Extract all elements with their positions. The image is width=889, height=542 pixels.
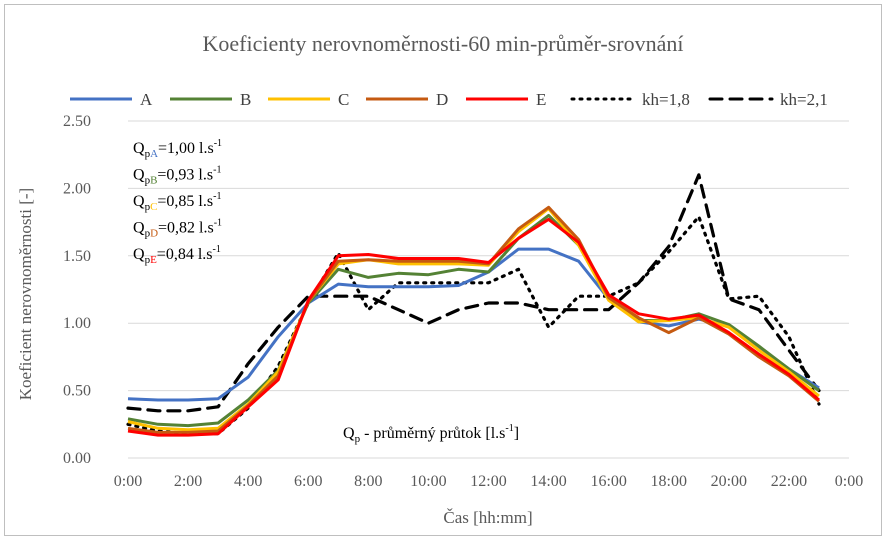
- x-tick-label: 6:00: [294, 473, 322, 490]
- legend-label: A: [140, 90, 153, 109]
- flow-annotations: QpA=1,00 l.s-1 QpB=0,93 l.s-1 QpC=0,85 l.s…: [133, 138, 222, 266]
- x-tick-label: 10:00: [410, 473, 446, 490]
- x-tick-label: 0:00: [114, 473, 142, 490]
- series-line-b: [127, 213, 820, 428]
- q-annotation: QpB=0,93 l.s-1: [133, 165, 221, 187]
- x-tick-label: 8:00: [354, 473, 382, 490]
- bottom-note-text: Qp - průměrný průtok [l.s-1]: [343, 423, 519, 445]
- x-axis-label: Čas [hh:mm]: [443, 508, 532, 527]
- legend-label: C: [338, 90, 349, 109]
- q-annotation: QpA=1,00 l.s-1: [133, 138, 222, 160]
- y-tick-label: 2.00: [63, 180, 91, 197]
- q-annotation: QpC=0,85 l.s-1: [133, 191, 221, 213]
- y-tick-label: 1.50: [63, 248, 91, 265]
- legend-label: kh=1,8: [642, 90, 690, 109]
- x-tick-label: 18:00: [651, 473, 687, 490]
- x-tick-label: 22:00: [771, 473, 807, 490]
- x-tick-label: 0:00: [835, 473, 863, 490]
- y-tick-label: 1.00: [63, 315, 91, 332]
- x-tick-label: 4:00: [234, 473, 262, 490]
- x-tick-label: 14:00: [530, 473, 566, 490]
- legend-label: D: [436, 90, 448, 109]
- x-tick-label: 16:00: [590, 473, 626, 490]
- q-annotation: QpD=0,82 l.s-1: [133, 218, 222, 240]
- y-tick-label: 0.00: [63, 450, 91, 467]
- y-tick-label: 2.50: [63, 113, 91, 130]
- x-tick-label: 20:00: [711, 473, 747, 490]
- y-axis-label: Koeficient nerovnoměrnosti [-]: [16, 188, 35, 400]
- chart-title: Koeficienty nerovnoměrnosti-60 min-průmě…: [203, 31, 684, 56]
- y-axis: 0.00 0.50 1.00 1.50 2.00 2.50: [63, 113, 91, 467]
- q-annotation: QpE=0,84 l.s-1: [133, 244, 221, 266]
- x-tick-label: 2:00: [174, 473, 202, 490]
- series-line-kh-2-1: [126, 173, 821, 413]
- bottom-note: Qp - průměrný průtok [l.s-1]: [343, 423, 519, 445]
- legend-label: E: [536, 90, 546, 109]
- series-lines: [126, 173, 821, 437]
- series-line-e: [127, 217, 820, 437]
- series-line-kh-1-8: [126, 215, 821, 436]
- legend-label: B: [240, 90, 251, 109]
- y-tick-label: 0.50: [63, 383, 91, 400]
- x-tick-label: 12:00: [470, 473, 506, 490]
- x-axis: 0:00 2:00 4:00 6:00 8:00 10:00 12:00 14:00 16:00…: [114, 473, 863, 490]
- chart-frame: [4, 4, 882, 536]
- legend-label: kh=2,1: [780, 90, 828, 109]
- gridlines: [128, 120, 849, 459]
